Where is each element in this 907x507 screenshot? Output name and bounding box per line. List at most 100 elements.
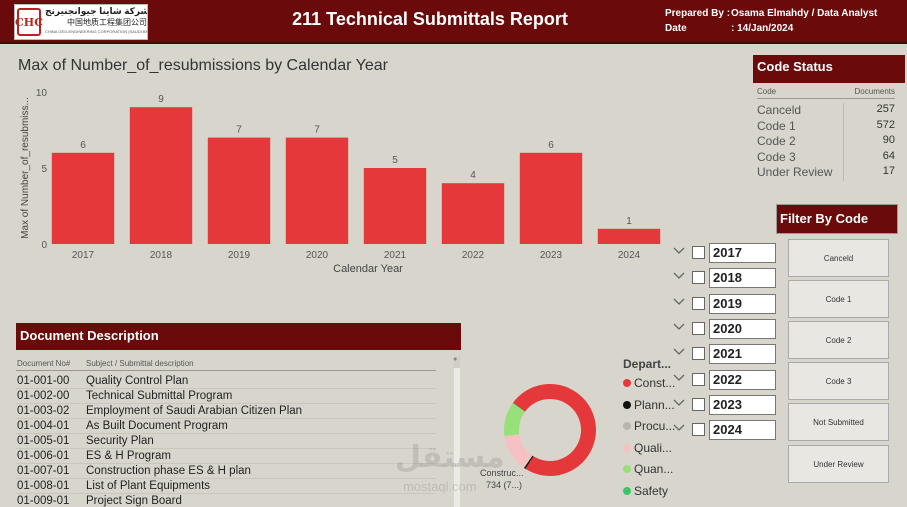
bar-2023[interactable] xyxy=(519,152,583,244)
year-checkbox[interactable] xyxy=(692,271,705,285)
document-subject: ES & H Program xyxy=(86,450,171,462)
legend-item[interactable]: Procu... xyxy=(623,419,675,433)
donut-slice[interactable] xyxy=(523,455,533,468)
donut-slice[interactable] xyxy=(524,455,534,469)
bar-data-label: 9 xyxy=(158,94,164,105)
document-subject: Quality Control Plan xyxy=(86,375,189,387)
chevron-down-icon[interactable] xyxy=(672,345,686,359)
col-subject[interactable]: Subject / Submittal description xyxy=(86,359,194,368)
status-row[interactable]: Canceld 257 xyxy=(757,103,895,119)
document-subject: Security Plan xyxy=(86,435,154,447)
bar-2018[interactable] xyxy=(129,107,193,244)
bar-data-label: 7 xyxy=(314,125,320,136)
department-legend-title: Depart... xyxy=(623,357,672,371)
logo-chinese-text: 中国地质工程集团公司 xyxy=(67,18,147,27)
status-row[interactable]: Under Review 17 xyxy=(757,165,895,181)
year-checkbox[interactable] xyxy=(692,296,705,310)
filter-canceld-button[interactable]: Canceld xyxy=(788,239,889,277)
table-row[interactable]: 01-004-01 As Built Document Program xyxy=(16,419,436,434)
bar-2019[interactable] xyxy=(207,137,271,244)
year-checkbox[interactable] xyxy=(692,321,705,335)
document-subject: As Built Document Program xyxy=(86,420,228,432)
document-number: 01-001-00 xyxy=(17,375,70,387)
legend-dot-icon xyxy=(623,400,631,409)
chevron-down-icon[interactable] xyxy=(672,244,686,258)
chevron-down-icon[interactable] xyxy=(672,371,686,385)
logo-arabic-text: فرع شركة شاينا جيوانجنيرنج xyxy=(45,6,147,16)
code-status-header: Code Documents xyxy=(757,87,895,99)
bar-2021[interactable] xyxy=(363,168,427,244)
year-checkbox[interactable] xyxy=(692,347,705,361)
chevron-down-icon[interactable] xyxy=(672,396,686,410)
legend-label: Procu... xyxy=(634,419,676,434)
table-row[interactable]: 01-005-01 Security Plan xyxy=(16,434,436,449)
year-checkbox[interactable] xyxy=(692,397,705,411)
code-status-table: Canceld 257 Code 1 572 Code 2 90 Code 3 64 U… xyxy=(757,103,895,181)
col-document-no[interactable]: Document No# xyxy=(17,359,71,368)
table-row[interactable]: 01-003-02 Employment of Saudi Arabian Cit… xyxy=(16,404,436,419)
bar-2022[interactable] xyxy=(441,183,505,244)
status-row[interactable]: Code 3 64 xyxy=(757,150,895,166)
col-documents[interactable]: Documents xyxy=(854,87,895,96)
department-donut-chart[interactable] xyxy=(500,380,600,480)
legend-dot-icon xyxy=(623,422,631,431)
bar-2024[interactable] xyxy=(597,228,661,244)
document-number: 01-003-02 xyxy=(17,405,70,417)
x-tick-label: 2017 xyxy=(72,250,95,261)
table-row[interactable]: 01-001-00 Quality Control Plan xyxy=(16,374,436,389)
bar-2020[interactable] xyxy=(285,137,349,244)
bar-data-label: 5 xyxy=(392,155,398,166)
code-status-title: Code Status xyxy=(753,55,905,83)
legend-item[interactable]: Safety xyxy=(623,484,668,498)
logo-mark-icon: CHC xyxy=(15,8,43,36)
document-description-title: Document Description xyxy=(16,323,461,350)
x-tick-label: 2022 xyxy=(462,250,485,261)
donut-slice[interactable] xyxy=(512,384,596,476)
year-label: 2019 xyxy=(709,293,776,314)
scroll-up-icon[interactable]: ● xyxy=(453,356,458,363)
filter-code2-button[interactable]: Code 2 xyxy=(788,321,889,359)
legend-item[interactable]: Quali... xyxy=(623,441,672,455)
document-number: 01-007-01 xyxy=(17,465,70,477)
year-label: 2023 xyxy=(709,394,776,415)
legend-item[interactable]: Plann... xyxy=(623,398,675,412)
document-scrollbar[interactable]: ● xyxy=(453,356,460,507)
donut-slice[interactable] xyxy=(504,434,533,468)
year-checkbox[interactable] xyxy=(692,423,705,437)
filter-not-submitted-button[interactable]: Not Submitted xyxy=(788,403,889,441)
bar-2017[interactable] xyxy=(51,152,115,244)
donut-slice[interactable] xyxy=(512,402,526,412)
year-label: 2024 xyxy=(709,420,776,441)
document-number: 01-006-01 xyxy=(17,450,70,462)
year-checkbox[interactable] xyxy=(692,372,705,386)
y-tick-label: 0 xyxy=(41,240,47,251)
status-row[interactable]: Code 1 572 xyxy=(757,119,895,135)
scroll-thumb[interactable] xyxy=(454,368,460,507)
filter-under-review-button[interactable]: Under Review xyxy=(788,445,889,483)
status-divider xyxy=(843,103,844,181)
document-subject: Technical Submittal Program xyxy=(86,390,233,402)
chevron-down-icon[interactable] xyxy=(672,269,686,283)
x-tick-label: 2020 xyxy=(306,250,329,261)
company-logo: CHC فرع شركة شاينا جيوانجنيرنج 中国地质工程集团公… xyxy=(14,4,148,40)
donut-slice[interactable] xyxy=(504,403,525,437)
table-row[interactable]: 01-009-01 Project Sign Board xyxy=(16,494,436,507)
date-value: : 14/Jan/2024 xyxy=(731,23,794,34)
chevron-down-icon[interactable] xyxy=(672,421,686,435)
col-code[interactable]: Code xyxy=(757,87,777,96)
year-checkbox[interactable] xyxy=(692,246,705,259)
table-row[interactable]: 01-002-00 Technical Submittal Program xyxy=(16,389,436,404)
chevron-down-icon[interactable] xyxy=(672,295,686,309)
resubmissions-bar-chart[interactable]: 0 5 10 6 2017 9 2018 7 2019 7 2020 5 2021 4 2022 6 2023 1… xyxy=(14,80,664,280)
legend-item[interactable]: Const... xyxy=(623,376,675,390)
table-row[interactable]: 01-006-01 ES & H Program xyxy=(16,449,436,464)
donut-label-value: 734 (7...) xyxy=(486,480,523,490)
filter-code3-button[interactable]: Code 3 xyxy=(788,362,889,400)
table-row[interactable]: 01-008-01 List of Plant Equipments xyxy=(16,479,436,494)
table-row[interactable]: 01-007-01 Construction phase ES & H plan xyxy=(16,464,436,479)
legend-item[interactable]: Quan... xyxy=(623,462,673,476)
filter-code1-button[interactable]: Code 1 xyxy=(788,280,889,318)
chevron-down-icon[interactable] xyxy=(672,320,686,334)
status-row[interactable]: Code 2 90 xyxy=(757,134,895,150)
document-number: 01-008-01 xyxy=(17,480,70,492)
